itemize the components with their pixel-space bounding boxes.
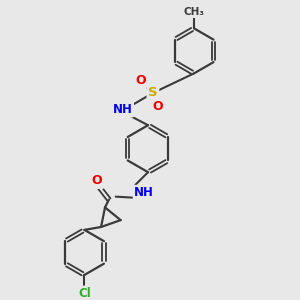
Text: CH₃: CH₃ [184,7,205,17]
Text: O: O [135,74,146,87]
Text: Cl: Cl [78,287,91,300]
Text: S: S [148,86,158,99]
Text: O: O [92,175,103,188]
Text: O: O [152,100,163,113]
Text: NH: NH [113,103,133,116]
Text: NH: NH [134,186,154,199]
